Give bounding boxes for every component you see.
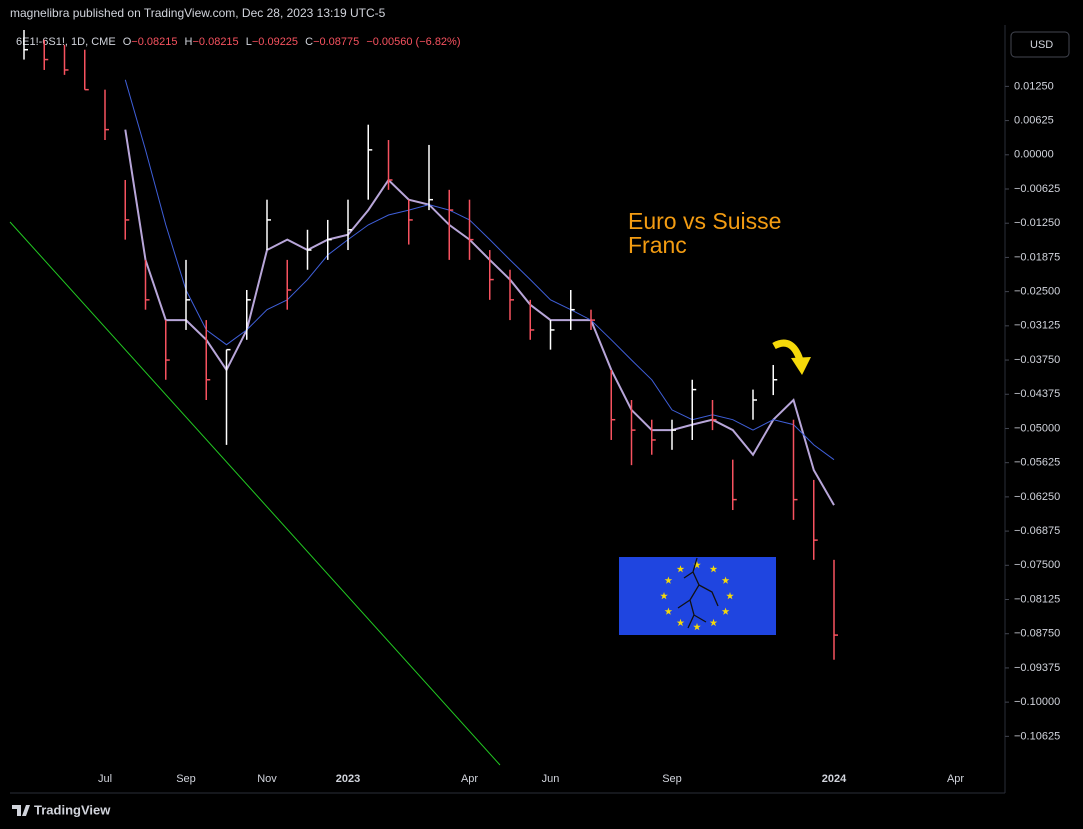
x-tick-label: Apr	[461, 773, 478, 785]
y-tick-label: −0.01250	[1014, 217, 1060, 229]
x-tick-label: Jul	[98, 773, 112, 785]
high: −0.08215	[192, 36, 238, 48]
ohlc-header: 6E1!-6S1!, 1D, CME O−0.08215 H−0.08215 L…	[16, 36, 461, 48]
x-tick-label: Jun	[542, 773, 560, 785]
y-tick-label: −0.07500	[1014, 559, 1060, 571]
currency-button[interactable]	[1010, 31, 1070, 58]
star	[676, 618, 685, 627]
star	[664, 607, 673, 615]
x-tick-label: Sep	[662, 773, 682, 785]
publisher: magnelibra published on TradingView.com,…	[10, 6, 386, 20]
currency: USD	[1030, 39, 1053, 51]
star	[721, 607, 730, 615]
x-tick-label: 2024	[822, 773, 847, 785]
annotation: Franc	[628, 232, 687, 258]
moving-average	[124, 129, 835, 506]
star	[721, 576, 730, 584]
y-tick-label: −0.02500	[1014, 286, 1060, 298]
x-tick-label: 2023	[336, 773, 360, 785]
y-tick-label: −0.10625	[1014, 730, 1060, 742]
star	[660, 592, 668, 600]
y-tick-label: −0.05625	[1014, 457, 1060, 469]
flag	[619, 557, 776, 635]
open: −0.08215	[131, 36, 177, 48]
y-tick-label: −0.09375	[1014, 662, 1060, 674]
close-label: C	[305, 36, 313, 48]
star	[709, 565, 718, 573]
y-tick-label: −0.05000	[1014, 422, 1060, 434]
arrow	[772, 339, 804, 362]
y-tick-label: −0.06250	[1014, 491, 1060, 503]
y-tick-label: −0.10000	[1014, 696, 1060, 708]
star	[693, 623, 701, 631]
arrow-head	[791, 357, 811, 375]
low: −0.09225	[252, 36, 298, 48]
y-tick-label: 0.00625	[1014, 114, 1054, 126]
y-tick-label: −0.03750	[1014, 354, 1060, 366]
star	[693, 561, 701, 569]
open-label: O	[123, 36, 132, 48]
logo	[12, 805, 30, 816]
close: −0.08775	[313, 36, 359, 48]
y-tick-label: −0.08750	[1014, 628, 1060, 640]
y-tick-label: −0.01875	[1014, 251, 1060, 263]
y-tick-label: 0.01250	[1014, 80, 1054, 92]
moving-average	[124, 79, 835, 461]
y-tick-label: −0.03125	[1014, 320, 1060, 332]
y-tick-label: −0.06875	[1014, 525, 1060, 537]
y-tick-label: 0.00000	[1014, 149, 1054, 161]
y-tick-label: −0.08125	[1014, 593, 1060, 605]
brand: TradingView	[12, 802, 111, 817]
stars	[660, 561, 734, 631]
y-tick-label: −0.00625	[1014, 183, 1060, 195]
trendline	[9, 221, 501, 766]
x-tick-label: Nov	[257, 773, 277, 785]
eu-flag	[619, 557, 776, 635]
y-tick-label: −0.04375	[1014, 388, 1060, 400]
change: −0.00560 (−6.82%)	[366, 36, 460, 48]
annotation: Euro vs Suisse	[628, 208, 781, 234]
star	[676, 565, 685, 573]
star	[709, 618, 718, 627]
cracks	[677, 557, 719, 629]
low-label: L	[246, 36, 252, 48]
x-tick-label: Sep	[176, 773, 196, 785]
x-tick-label: Apr	[947, 773, 964, 785]
symbol: 6E1!-6S1!, 1D, CME	[16, 36, 116, 48]
star	[664, 576, 673, 584]
brand-name: TradingView	[34, 802, 111, 817]
high-label: H	[185, 36, 193, 48]
star	[726, 592, 734, 600]
